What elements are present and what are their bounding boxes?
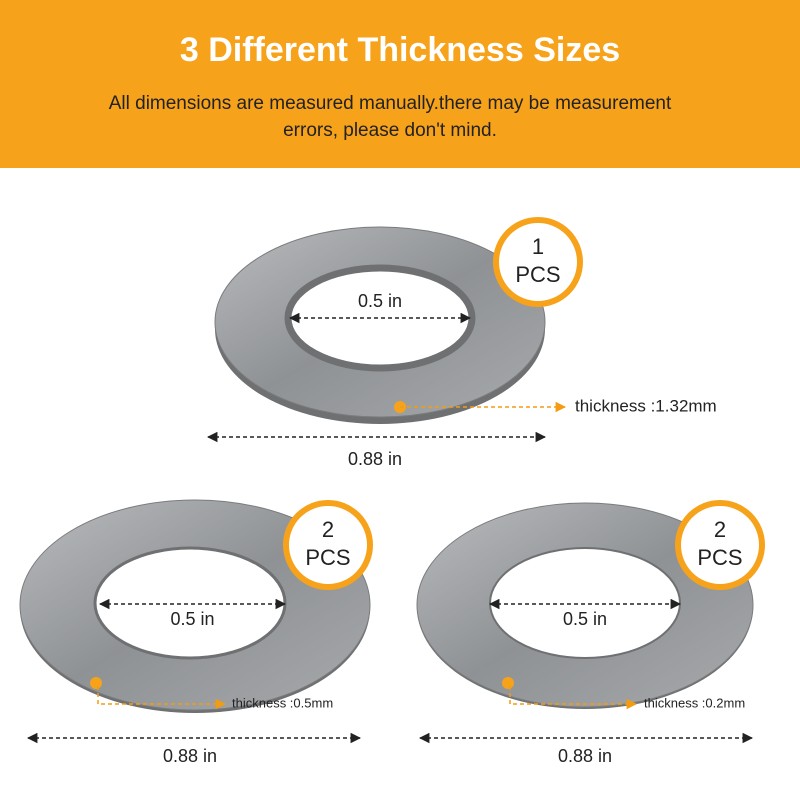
thickness-dot (502, 677, 514, 689)
outer-diameter: 0.88 in (348, 449, 402, 469)
thickness: thickness :0.2mm (644, 695, 745, 710)
count-badge (283, 500, 373, 590)
outer-diameter: 0.88 in (163, 746, 217, 766)
thickness: thickness :0.5mm (232, 695, 333, 710)
title: 3 Different Thickness Sizes (180, 31, 620, 69)
thickness: thickness :1.32mm (575, 396, 717, 415)
count-unit: PCS (305, 545, 350, 570)
inner-diameter: 0.5 in (563, 609, 607, 629)
count: 2 (322, 517, 334, 542)
header-band (0, 0, 800, 168)
inner-diameter: 0.5 in (358, 291, 402, 311)
inner-diameter: 0.5 in (170, 609, 214, 629)
thickness-leader (97, 686, 227, 710)
count-unit: PCS (515, 262, 560, 287)
count: 2 (714, 517, 726, 542)
thickness-leader (509, 686, 638, 710)
outer-diameter: 0.88 in (558, 746, 612, 766)
washer-hole (93, 546, 287, 660)
count-unit: PCS (697, 545, 742, 570)
count-badge (675, 500, 765, 590)
subtitle: errors, please don't mind. (283, 120, 497, 141)
thickness-dot (90, 677, 102, 689)
washer-hole (489, 547, 681, 659)
subtitle: All dimensions are measured manually.the… (109, 93, 672, 114)
count: 1 (532, 234, 544, 259)
count-badge (493, 217, 583, 307)
